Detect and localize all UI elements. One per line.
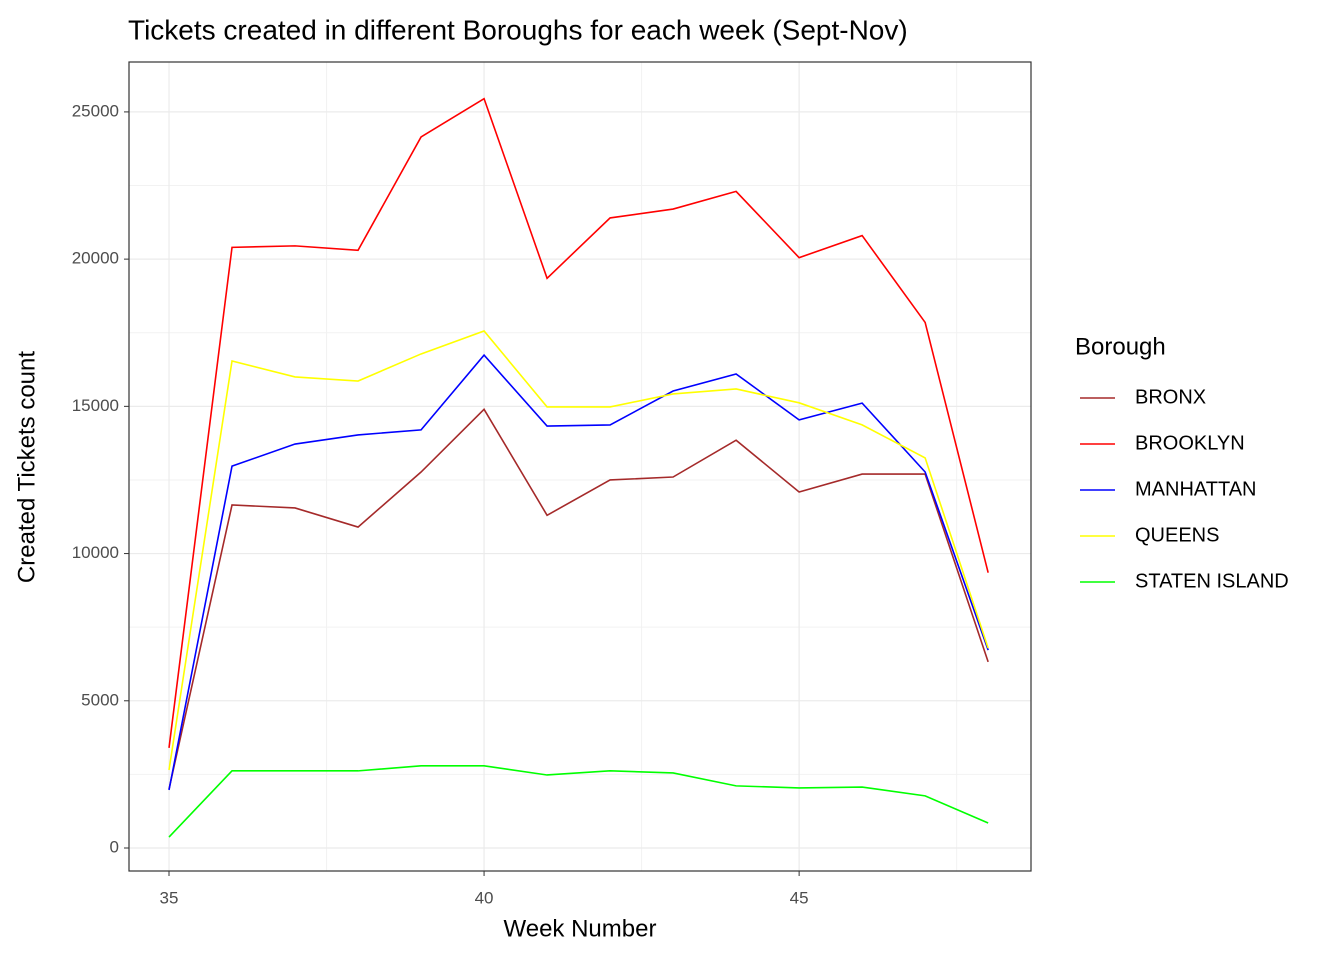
series-line — [168, 765, 989, 838]
series-line — [168, 97, 989, 748]
legend-label: QUEENS — [1135, 524, 1219, 546]
y-tick-label: 20000 — [72, 249, 119, 268]
chart-title: Tickets created in different Boroughs fo… — [128, 14, 908, 45]
series-line — [168, 330, 989, 771]
y-axis-label: Created Tickets count — [13, 351, 40, 583]
legend-label: BRONX — [1135, 386, 1206, 408]
x-axis-label: Week Number — [504, 915, 657, 942]
plot-border — [128, 61, 1032, 872]
legend-label: MANHATTAN — [1135, 478, 1256, 500]
x-tick-label: 40 — [475, 888, 494, 907]
legend-label: BROOKLYN — [1135, 432, 1245, 454]
y-tick-label: 5000 — [81, 690, 119, 709]
y-tick-label: 15000 — [72, 396, 119, 415]
series-line — [168, 353, 989, 791]
legend-title: Borough — [1075, 333, 1166, 360]
legend-label: STATEN ISLAND — [1135, 570, 1289, 592]
y-tick-label: 25000 — [72, 101, 119, 120]
x-tick-label: 35 — [160, 888, 179, 907]
series-line — [168, 407, 989, 790]
y-tick-label: 0 — [110, 837, 119, 856]
x-tick-label: 45 — [790, 888, 809, 907]
y-tick-label: 10000 — [72, 543, 119, 562]
